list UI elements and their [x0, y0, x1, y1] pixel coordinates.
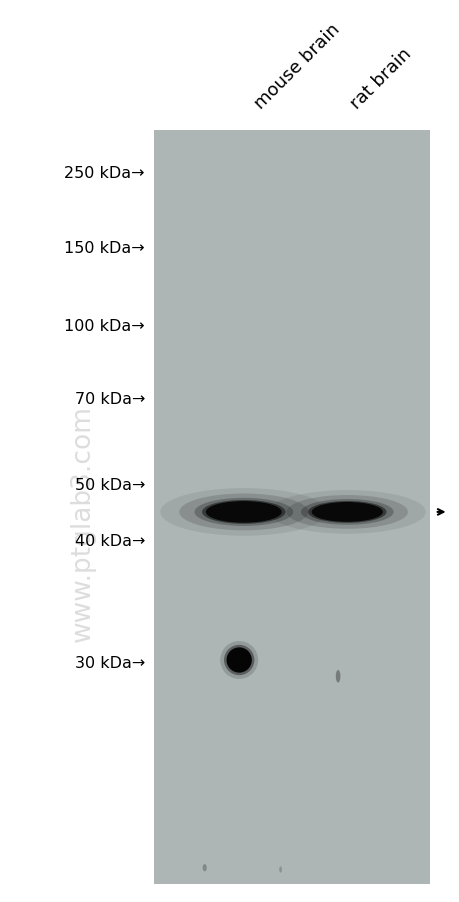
Text: 30 kDa→: 30 kDa→ [74, 656, 145, 670]
Ellipse shape [179, 494, 308, 530]
Ellipse shape [206, 502, 281, 523]
Text: 100 kDa→: 100 kDa→ [64, 319, 145, 334]
Text: mouse brain: mouse brain [250, 21, 342, 113]
Text: 150 kDa→: 150 kDa→ [64, 241, 145, 255]
Ellipse shape [268, 491, 425, 534]
Ellipse shape [202, 864, 207, 871]
Ellipse shape [300, 500, 393, 525]
Text: www.ptglab3.com: www.ptglab3.com [70, 405, 95, 641]
Text: 250 kDa→: 250 kDa→ [64, 166, 145, 180]
Text: rat brain: rat brain [347, 45, 414, 113]
Bar [154, 131, 429, 884]
Text: 50 kDa→: 50 kDa→ [74, 478, 145, 492]
Ellipse shape [226, 648, 252, 673]
Ellipse shape [335, 670, 340, 683]
Ellipse shape [220, 641, 257, 679]
Ellipse shape [202, 501, 285, 524]
Text: 70 kDa→: 70 kDa→ [74, 391, 145, 406]
Ellipse shape [311, 502, 382, 522]
Ellipse shape [286, 495, 407, 529]
Ellipse shape [160, 489, 327, 536]
Ellipse shape [194, 498, 292, 527]
Ellipse shape [224, 645, 254, 676]
Text: 40 kDa→: 40 kDa→ [74, 534, 145, 548]
Ellipse shape [279, 866, 281, 873]
Ellipse shape [308, 502, 386, 523]
